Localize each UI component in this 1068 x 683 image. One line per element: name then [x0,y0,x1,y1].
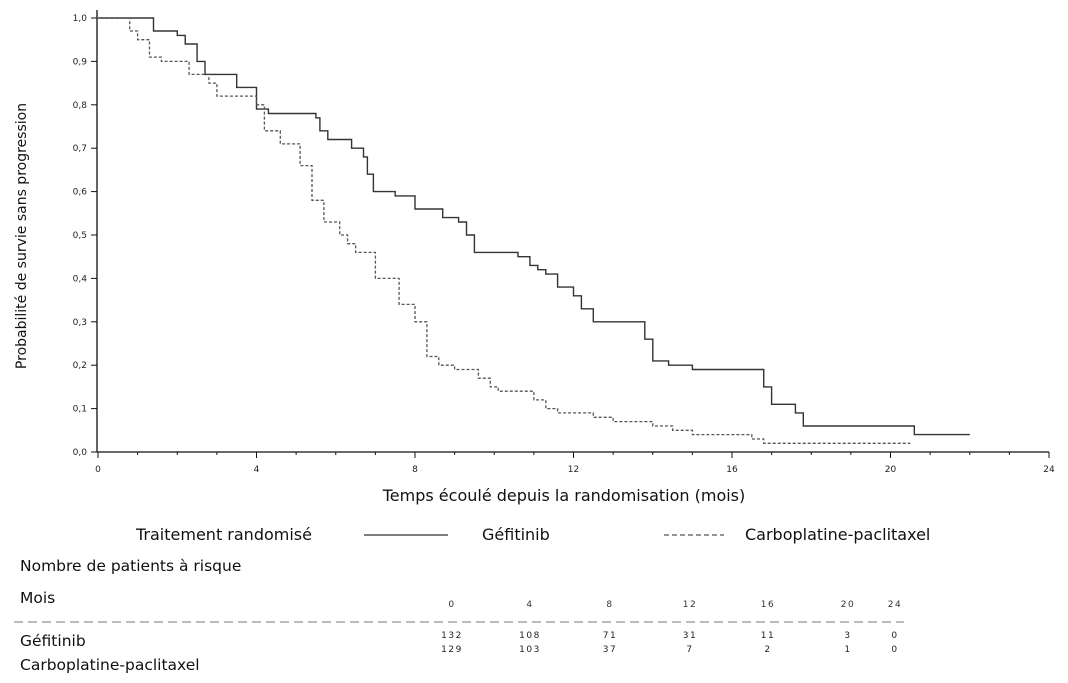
y-tick-label: 0,3 [73,318,87,328]
risk-value-gefitinib: 71 [603,631,617,641]
y-tick-label: 0,1 [73,405,87,415]
risk-table: Nombre de patients à risque Mois 0 4 8 12 16… [14,557,904,674]
risk-value-gefitinib: 31 [683,631,697,641]
x-tick-label: 24 [1043,465,1055,475]
risk-value-gefitinib: 11 [761,631,775,641]
x-tick-label: 4 [254,465,260,475]
y-tick-label: 0,0 [73,448,88,458]
risk-value-carboplatine: 7 [686,645,693,655]
risk-month-label: 4 [526,600,533,610]
legend: Traitement randomisé Géfitinib Carboplat… [135,525,930,544]
x-axis-label: Temps écoulé depuis la randomisation (mo… [382,486,746,505]
x-tick-label: 8 [412,465,418,475]
risk-value-carboplatine: 103 [519,645,541,655]
y-tick-label: 0,9 [73,57,88,67]
risk-row-label-gefitinib: Géfitinib [20,632,86,650]
axes: 0 4 8 12 16 20 24 0,0 0,1 0,2 0,3 0,4 0,5 0,6 0,7 0,8 0,… [73,10,1055,475]
risk-month-label: 24 [888,600,902,610]
risk-month-label: 16 [761,600,775,610]
y-tick-label: 0,2 [73,361,87,371]
risk-month-label: 20 [841,600,855,610]
risk-value-carboplatine: 37 [603,645,617,655]
series-line-gefitinib [98,17,970,436]
risk-value-gefitinib: 108 [519,631,541,641]
y-tick-label: 0,4 [73,274,88,284]
y-axis-label: Probabilité de survie sans progression [14,103,30,369]
risk-value-carboplatine: 2 [764,645,771,655]
series-layer [98,17,970,444]
risk-month-label: 8 [606,600,613,610]
risk-value-gefitinib: 0 [891,631,898,641]
risk-value-gefitinib: 132 [441,631,463,641]
risk-value-gefitinib: 3 [844,631,851,641]
risk-month-label: 12 [683,600,697,610]
risk-months-row: 0 4 8 12 16 20 24 [448,600,902,610]
x-tick-label: 20 [885,465,897,475]
risk-row-label-carboplatine: Carboplatine-paclitaxel [20,656,200,674]
risk-value-carboplatine: 129 [441,645,463,655]
series-line-carboplatine-paclitaxel [98,17,911,444]
y-tick-label: 0,6 [73,188,88,198]
x-tick-label: 0 [95,465,101,475]
y-tick-label: 0,8 [73,101,88,111]
risk-month-label: 0 [448,600,455,610]
risk-months-label: Mois [20,589,55,607]
x-tick-label: 16 [726,465,738,475]
x-tick-label: 12 [568,465,579,475]
y-tick-label: 1,0 [73,14,88,24]
risk-value-carboplatine: 1 [844,645,851,655]
legend-label-gefitinib: Géfitinib [482,525,550,544]
risk-table-heading: Nombre de patients à risque [20,557,241,575]
legend-heading: Traitement randomisé [135,525,312,544]
risk-value-carboplatine: 0 [891,645,898,655]
y-tick-label: 0,7 [73,144,87,154]
risk-values: 132 108 71 31 11 3 0 129 103 37 7 2 1 0 [441,631,898,655]
y-tick-label: 0,5 [73,231,87,241]
legend-label-carboplatine: Carboplatine-paclitaxel [745,525,930,544]
